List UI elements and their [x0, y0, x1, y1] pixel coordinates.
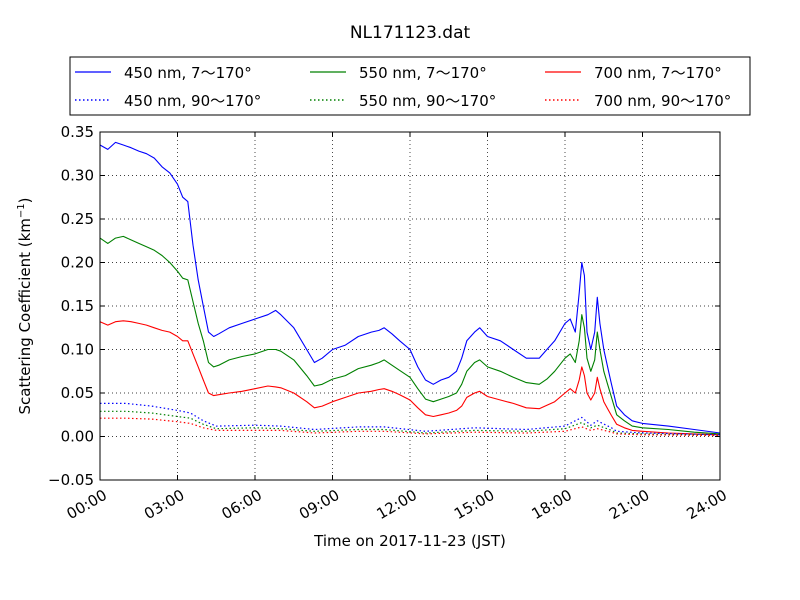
- series-line-0: [99, 141, 721, 434]
- series-line-3: [100, 402, 721, 436]
- plot-lines: [99, 141, 721, 437]
- legend: 450 nm, 7～170° 550 nm, 7～170° 700 nm, 7～17…: [69, 56, 751, 116]
- y-axis-label: Scattering Coefficient (km−1): [16, 197, 34, 414]
- legend-label-2: 700 nm, 7～170°: [594, 64, 722, 82]
- ticks: [99, 131, 721, 481]
- y-tick-label: −0.05: [48, 471, 94, 489]
- series-line-1: [99, 235, 721, 435]
- y-tick-label: 0.30: [61, 167, 94, 185]
- legend-label-0: 450 nm, 7～170°: [124, 64, 252, 82]
- y-axis-label-main: Scattering Coefficient (km: [16, 218, 34, 414]
- grid: [100, 132, 720, 480]
- y-tick-labels: −0.05 0.00 0.05 0.10 0.15 0.20 0.25 0.30 0.35: [48, 123, 94, 489]
- legend-label-1: 550 nm, 7～170°: [359, 64, 487, 82]
- y-tick-label: 0.25: [61, 210, 94, 228]
- y-tick-label: 0.15: [61, 297, 94, 315]
- legend-label-4: 550 nm, 90～170°: [359, 92, 496, 110]
- series-line-4: [100, 410, 721, 436]
- y-axis-label-superscript: −1: [16, 203, 27, 218]
- legend-label-3: 450 nm, 90～170°: [124, 92, 261, 110]
- series-line-2: [99, 320, 721, 436]
- legend-label-5: 700 nm, 90～170°: [594, 92, 731, 110]
- y-tick-label: 0.35: [61, 123, 94, 141]
- y-tick-label: 0.20: [61, 254, 94, 272]
- chart-title: NL171123.dat: [350, 23, 471, 43]
- series-line-5: [100, 417, 721, 437]
- x-axis-label: Time on 2017-11-23 (JST): [313, 532, 506, 550]
- y-tick-label: 0.10: [61, 341, 94, 359]
- y-tick-label: 0.00: [61, 428, 94, 446]
- legend-box: [69, 56, 751, 116]
- y-tick-label: 0.05: [61, 384, 94, 402]
- y-axis-label-close: ): [16, 197, 34, 203]
